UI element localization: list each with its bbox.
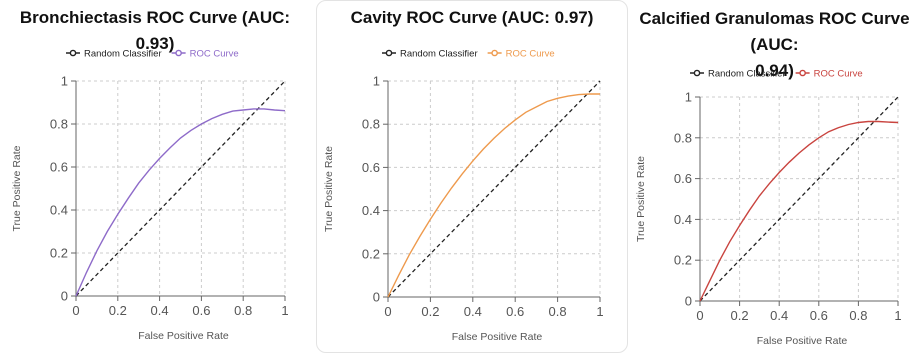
y-tick-label: 0 bbox=[373, 290, 380, 305]
x-tick-label: 0.4 bbox=[151, 303, 169, 318]
x-axis-label: False Positive Rate bbox=[452, 331, 543, 343]
y-tick-label: 0.6 bbox=[50, 160, 68, 175]
x-tick-label: 0.2 bbox=[109, 303, 127, 318]
roc-chart-cavity: 0 0.2 0.4 0.6 0.8 1 0 0.2 0.4 0.6 0.8 1 False Positi… bbox=[323, 48, 604, 343]
x-tick-label: 0.2 bbox=[731, 308, 749, 323]
y-tick-label: 0.4 bbox=[362, 203, 380, 218]
random-classifier-line bbox=[699, 96, 899, 302]
legend-swatch-marker bbox=[799, 69, 806, 77]
x-tick-label: 0.6 bbox=[192, 303, 210, 318]
y-tick-label: 0.2 bbox=[674, 253, 692, 268]
y-tick-label: 1 bbox=[685, 90, 692, 105]
x-tick-label: 0 bbox=[72, 303, 79, 318]
chart-panel-bronchiectasis: Bronchiectasis ROC Curve (AUC: 0.93) 0 0.… bbox=[0, 0, 310, 353]
chart-card-cavity bbox=[316, 0, 628, 353]
x-tick-label: 0 bbox=[384, 304, 391, 319]
legend-swatch-marker bbox=[175, 49, 182, 57]
roc-curve-line bbox=[387, 93, 600, 298]
y-tick-label: 0.2 bbox=[362, 246, 380, 261]
chart-title-line-2: 0.94) bbox=[755, 61, 794, 80]
y-tick-label: 1 bbox=[373, 74, 380, 89]
y-tick-label: 0.6 bbox=[362, 160, 380, 175]
legend: Random Classifier ROC Curve bbox=[382, 48, 555, 59]
legend-swatch-marker bbox=[69, 49, 77, 57]
y-tick-label: 0 bbox=[61, 289, 68, 304]
x-tick-label: 0.4 bbox=[464, 304, 482, 319]
x-tick-label: 0.8 bbox=[234, 303, 252, 318]
x-tick-label: 1 bbox=[281, 303, 288, 318]
y-tick-label: 0 bbox=[685, 294, 692, 309]
legend-label: ROC Curve bbox=[506, 48, 555, 59]
roc-chart-calcified-granulomas: 0 0.2 0.4 0.6 0.8 1 0 0.2 0.4 0.6 0.8 1 False Positi… bbox=[635, 68, 902, 347]
y-tick-label: 0.2 bbox=[50, 246, 68, 261]
y-axis-label: True Positive Rate bbox=[635, 156, 647, 242]
roc-chart-bronchiectasis: 0 0.2 0.4 0.6 0.8 1 0 0.2 0.4 0.6 0.8 1 False Positi… bbox=[11, 48, 289, 342]
legend-swatch-marker bbox=[491, 49, 498, 57]
chart-title: Calcified Granulomas ROC Curve (AUC: 0.94… bbox=[630, 6, 919, 84]
legend-label: Random Classifier bbox=[84, 48, 162, 59]
y-tick-label: 1 bbox=[61, 74, 68, 89]
legend-swatch-marker bbox=[385, 49, 393, 57]
roc-curve-line bbox=[75, 108, 286, 297]
legend-label: Random Classifier bbox=[708, 68, 786, 79]
random-classifier-line bbox=[387, 80, 601, 298]
y-tick-label: 0.6 bbox=[674, 171, 692, 186]
y-tick-label: 0.8 bbox=[362, 117, 380, 132]
legend-label: ROC Curve bbox=[190, 48, 239, 59]
roc-curve-line bbox=[699, 120, 899, 302]
y-tick-label: 0.8 bbox=[50, 117, 68, 132]
legend: Random Classifier ROC Curve bbox=[66, 48, 239, 59]
legend: Random Classifier ROC Curve bbox=[690, 68, 863, 79]
random-classifier-line bbox=[75, 80, 286, 297]
chart-title: Cavity ROC Curve (AUC: 0.97) bbox=[350, 8, 594, 27]
x-tick-label: 0.2 bbox=[421, 304, 439, 319]
y-tick-label: 0.4 bbox=[674, 212, 692, 227]
legend-swatch-marker bbox=[693, 69, 701, 77]
chart-panel-calcified-granulomas: Calcified Granulomas ROC Curve (AUC: 0.94… bbox=[630, 0, 919, 353]
x-tick-label: 1 bbox=[596, 304, 603, 319]
x-tick-label: 0 bbox=[696, 308, 703, 323]
y-axis-label: True Positive Rate bbox=[11, 145, 23, 231]
x-tick-label: 0.6 bbox=[810, 308, 828, 323]
x-tick-label: 1 bbox=[894, 308, 901, 323]
y-tick-label: 0.4 bbox=[50, 203, 68, 218]
y-tick-label: 0.8 bbox=[674, 130, 692, 145]
x-axis-label: False Positive Rate bbox=[138, 330, 229, 342]
chart-panel-cavity: Cavity ROC Curve (AUC: 0.97) 0 0.2 0.4 0.6 0… bbox=[316, 0, 628, 353]
y-axis-label: True Positive Rate bbox=[323, 146, 335, 232]
x-tick-label: 0.4 bbox=[770, 308, 788, 323]
chart-title: Bronchiectasis ROC Curve (AUC: 0.93) bbox=[19, 8, 291, 53]
x-tick-label: 0.8 bbox=[849, 308, 867, 323]
chart-title-line-1: Calcified Granulomas ROC Curve (AUC: bbox=[639, 9, 910, 54]
legend-label: Random Classifier bbox=[400, 48, 478, 59]
x-axis-label: False Positive Rate bbox=[757, 335, 848, 347]
legend-label: ROC Curve bbox=[814, 68, 863, 79]
x-tick-label: 0.6 bbox=[506, 304, 524, 319]
x-tick-label: 0.8 bbox=[549, 304, 567, 319]
